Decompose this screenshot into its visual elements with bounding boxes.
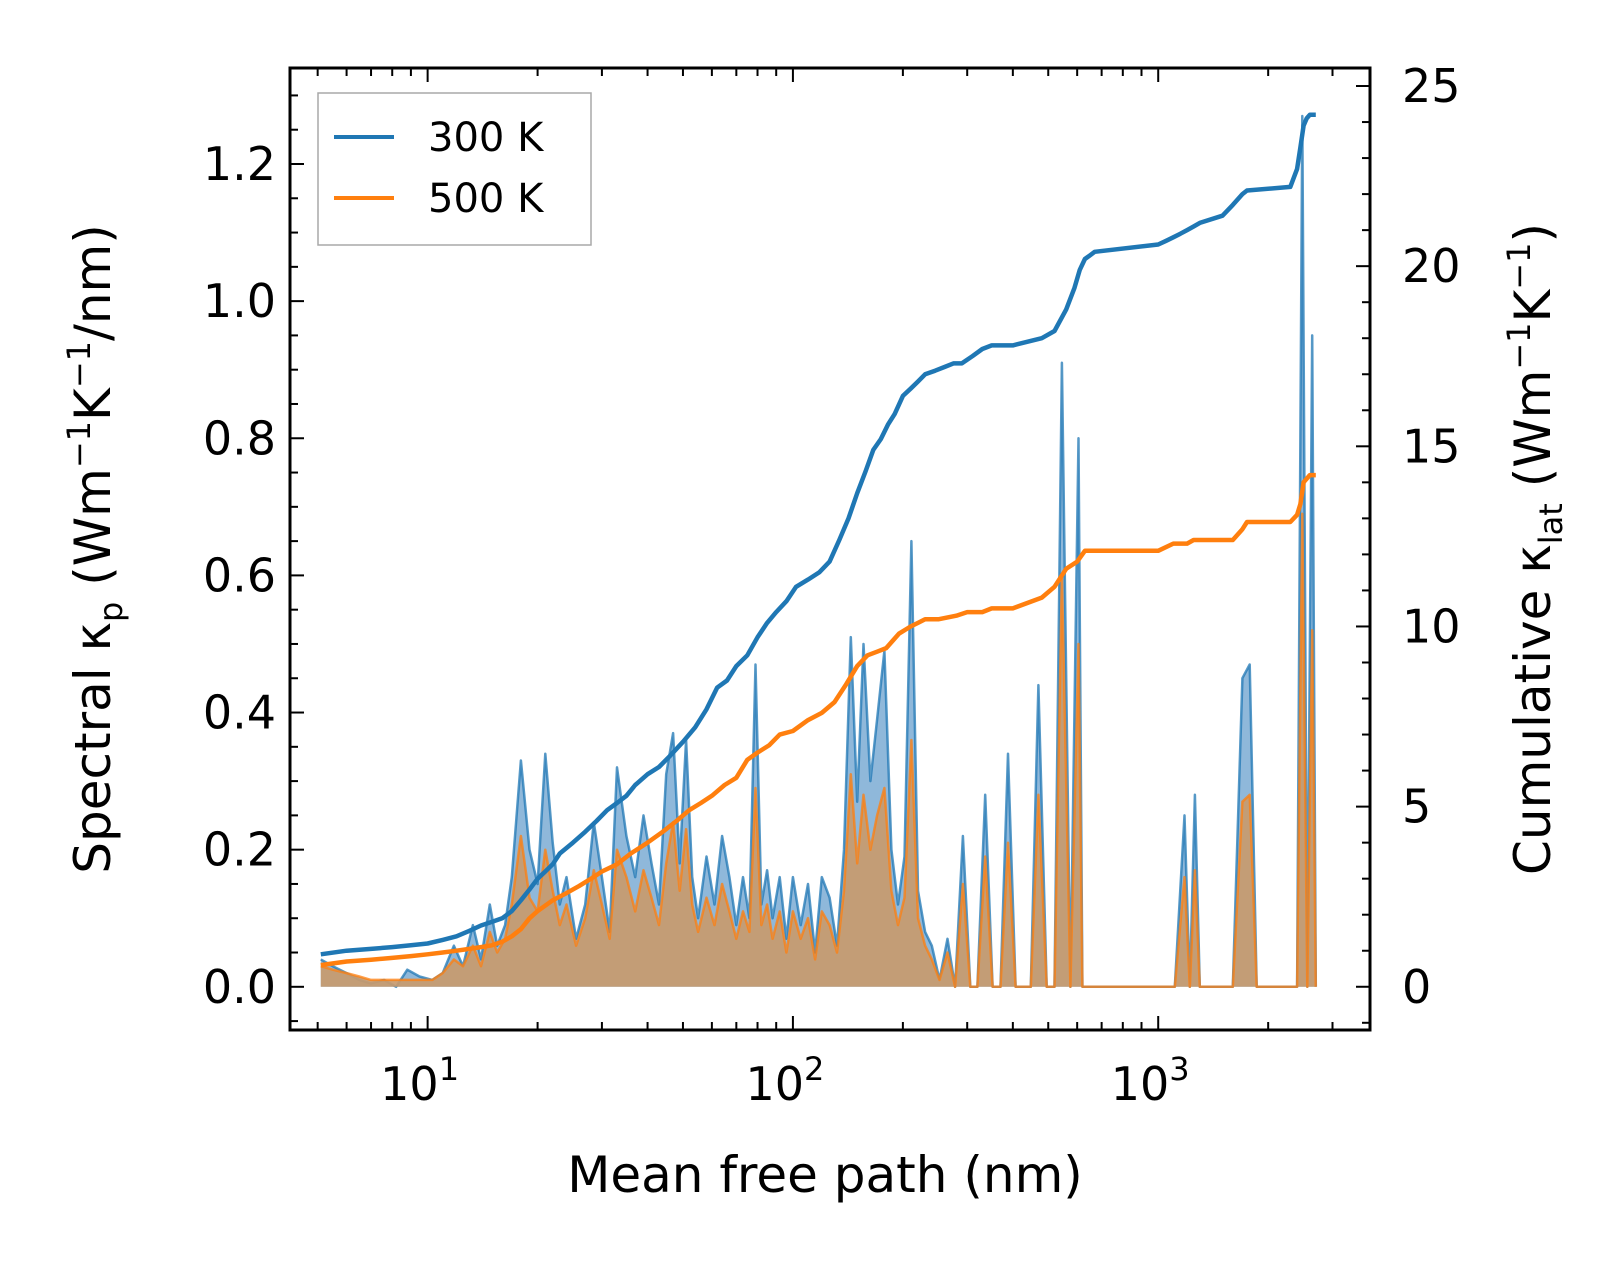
right-y-axis-title-sub: lat [1532, 503, 1570, 544]
spectral-line-300k [320, 114, 1318, 989]
plot-content [320, 112, 1318, 989]
plot-frame [288, 66, 1372, 1032]
x-tick-label-base: 10 [745, 1057, 804, 1111]
right-y-axis-title: Cumulative κlat (Wm−1K−1) [1500, 223, 1570, 875]
left-y-tick-label: 0.6 [203, 548, 276, 602]
left-y-tick-label: 0.4 [203, 686, 276, 740]
legend-label-300k: 300 K [428, 115, 545, 161]
right-y-axis-title-prefix: Cumulative κ [1504, 544, 1562, 875]
left-y-axis-title: Spectral κp (Wm−1K−1/nm) [60, 224, 130, 874]
left-y-axis-title-mid: K [64, 387, 122, 421]
right-y-tick-label: 20 [1402, 239, 1461, 293]
right-y-axis-title-sup1: −1 [1500, 322, 1538, 369]
x-tick-label-exponent: 1 [439, 1050, 459, 1088]
x-tick-label-base: 10 [380, 1057, 439, 1111]
left-y-axis-title-sup2: −1 [60, 341, 98, 388]
left-y-tick-label: 0.0 [203, 960, 276, 1014]
left-y-axis-ticks: 0.0 0.2 0.4 0.6 0.8 1.0 1.2 [203, 94, 304, 1023]
x-tick-label: 101 [380, 1050, 459, 1111]
legend: 300 K 500 K [317, 92, 592, 246]
legend-box [317, 92, 592, 246]
right-y-axis-title-mid: K [1504, 288, 1562, 322]
right-y-tick-label: 10 [1402, 599, 1461, 653]
spectral-line-500k [320, 512, 1318, 989]
left-y-axis-title-close: /nm) [64, 224, 122, 341]
left-y-axis-title-prefix: Spectral κ [64, 622, 122, 874]
left-y-tick-label: 1.0 [203, 274, 276, 328]
left-y-axis-title-sup1: −1 [60, 421, 98, 468]
right-y-tick-label: 15 [1402, 419, 1461, 473]
right-y-axis-ticks: 0 5 10 15 20 25 [1356, 59, 1461, 1024]
cumulative-line-300k [320, 112, 1316, 957]
right-y-axis-title-open: (Wm [1504, 370, 1562, 504]
left-y-axis-title-open: (Wm [64, 468, 122, 602]
left-y-tick-label: 0.2 [203, 823, 276, 877]
spectral-area-300k [320, 116, 1316, 987]
right-y-tick-label: 25 [1402, 59, 1461, 113]
left-y-tick-label: 0.8 [203, 411, 276, 465]
x-tick-label-exponent: 2 [804, 1050, 824, 1088]
left-y-axis-title-sub: p [92, 602, 130, 622]
x-tick-label-exponent: 3 [1169, 1050, 1189, 1088]
right-y-axis-title-sup2: −1 [1500, 243, 1538, 290]
right-y-axis-title-close: ) [1504, 223, 1562, 243]
legend-label-500k: 500 K [428, 176, 545, 222]
x-tick-label-base: 10 [1111, 1057, 1170, 1111]
right-y-tick-label: 0 [1402, 960, 1431, 1014]
left-y-tick-label: 1.2 [203, 137, 276, 191]
x-axis-title: Mean free path (nm) [567, 1146, 1083, 1204]
right-y-tick-label: 5 [1402, 780, 1431, 834]
cumulative-line-500k [320, 472, 1316, 968]
x-tick-label: 102 [745, 1050, 824, 1111]
x-tick-label: 103 [1111, 1050, 1190, 1111]
